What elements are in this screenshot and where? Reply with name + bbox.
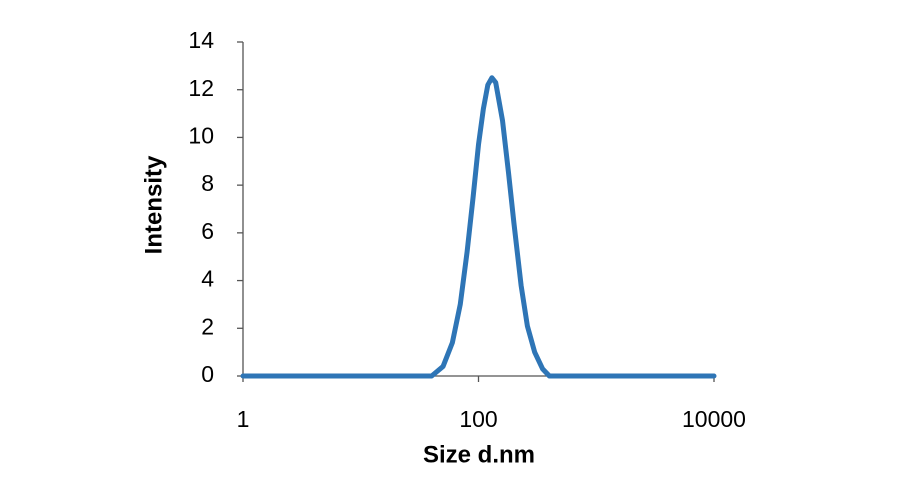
- y-tick-label: 6: [201, 218, 214, 244]
- y-tick-label: 4: [201, 266, 214, 292]
- y-tick-label: 10: [188, 123, 214, 149]
- y-tick-label: 2: [201, 313, 214, 339]
- x-axis-title: Size d.nm: [423, 441, 535, 468]
- x-tick-label: 1: [237, 406, 250, 432]
- y-tick-label: 14: [188, 27, 214, 53]
- y-axis-title: Intensity: [140, 155, 167, 254]
- x-tick-label: 100: [459, 406, 497, 432]
- x-tick-label: 10000: [682, 406, 746, 432]
- y-tick-label: 12: [188, 75, 214, 101]
- y-tick-label: 8: [201, 170, 214, 196]
- y-tick-label: 0: [201, 361, 214, 387]
- data-line: [240, 75, 717, 379]
